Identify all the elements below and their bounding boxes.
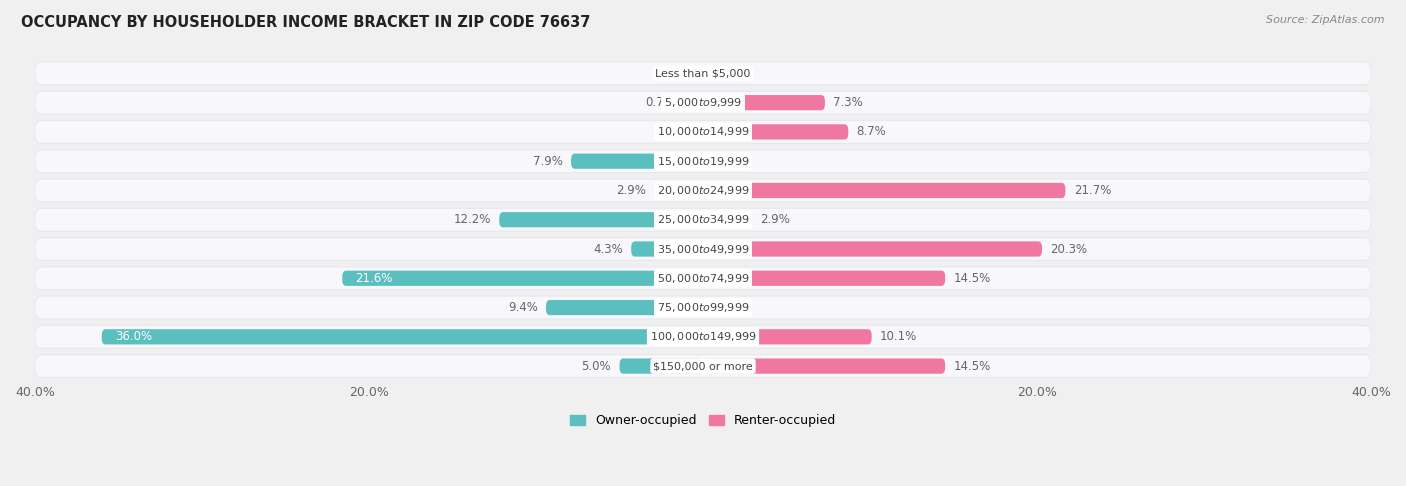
Text: 12.2%: 12.2% — [454, 213, 491, 226]
FancyBboxPatch shape — [35, 180, 1371, 201]
FancyBboxPatch shape — [35, 120, 1371, 144]
FancyBboxPatch shape — [499, 212, 703, 227]
FancyBboxPatch shape — [571, 154, 703, 169]
FancyBboxPatch shape — [35, 297, 1371, 318]
FancyBboxPatch shape — [546, 300, 703, 315]
Text: 14.5%: 14.5% — [953, 360, 991, 373]
Text: $10,000 to $14,999: $10,000 to $14,999 — [657, 125, 749, 139]
FancyBboxPatch shape — [703, 124, 848, 139]
Text: 0.0%: 0.0% — [711, 301, 741, 314]
Text: 0.0%: 0.0% — [665, 67, 695, 80]
FancyBboxPatch shape — [690, 95, 703, 110]
Text: Source: ZipAtlas.com: Source: ZipAtlas.com — [1267, 15, 1385, 25]
FancyBboxPatch shape — [655, 183, 703, 198]
FancyBboxPatch shape — [703, 183, 1066, 198]
FancyBboxPatch shape — [35, 326, 1371, 347]
FancyBboxPatch shape — [342, 271, 703, 286]
Text: 0.0%: 0.0% — [665, 125, 695, 139]
FancyBboxPatch shape — [35, 178, 1371, 203]
FancyBboxPatch shape — [35, 355, 1371, 377]
Text: 0.0%: 0.0% — [711, 67, 741, 80]
Text: $150,000 or more: $150,000 or more — [654, 361, 752, 371]
Text: $25,000 to $34,999: $25,000 to $34,999 — [657, 213, 749, 226]
FancyBboxPatch shape — [35, 209, 1371, 230]
FancyBboxPatch shape — [35, 61, 1371, 86]
Text: 5.0%: 5.0% — [582, 360, 612, 373]
FancyBboxPatch shape — [35, 92, 1371, 113]
FancyBboxPatch shape — [703, 95, 825, 110]
FancyBboxPatch shape — [703, 212, 751, 227]
Text: 0.0%: 0.0% — [711, 155, 741, 168]
Text: 10.1%: 10.1% — [880, 330, 917, 343]
Legend: Owner-occupied, Renter-occupied: Owner-occupied, Renter-occupied — [565, 409, 841, 433]
Text: $5,000 to $9,999: $5,000 to $9,999 — [664, 96, 742, 109]
Text: 9.4%: 9.4% — [508, 301, 537, 314]
FancyBboxPatch shape — [35, 266, 1371, 290]
FancyBboxPatch shape — [35, 208, 1371, 232]
Text: 36.0%: 36.0% — [115, 330, 152, 343]
FancyBboxPatch shape — [35, 91, 1371, 115]
FancyBboxPatch shape — [620, 359, 703, 374]
Text: 4.3%: 4.3% — [593, 243, 623, 256]
Text: Less than $5,000: Less than $5,000 — [655, 69, 751, 78]
Text: $75,000 to $99,999: $75,000 to $99,999 — [657, 301, 749, 314]
FancyBboxPatch shape — [35, 267, 1371, 289]
Text: 7.3%: 7.3% — [834, 96, 863, 109]
Text: 20.3%: 20.3% — [1050, 243, 1087, 256]
FancyBboxPatch shape — [35, 121, 1371, 143]
Text: 8.7%: 8.7% — [856, 125, 886, 139]
Text: $100,000 to $149,999: $100,000 to $149,999 — [650, 330, 756, 343]
FancyBboxPatch shape — [101, 329, 703, 345]
FancyBboxPatch shape — [35, 63, 1371, 84]
FancyBboxPatch shape — [35, 237, 1371, 261]
FancyBboxPatch shape — [703, 329, 872, 345]
Text: 2.9%: 2.9% — [759, 213, 790, 226]
FancyBboxPatch shape — [703, 359, 945, 374]
FancyBboxPatch shape — [35, 354, 1371, 378]
Text: $20,000 to $24,999: $20,000 to $24,999 — [657, 184, 749, 197]
FancyBboxPatch shape — [703, 271, 945, 286]
Text: OCCUPANCY BY HOUSEHOLDER INCOME BRACKET IN ZIP CODE 76637: OCCUPANCY BY HOUSEHOLDER INCOME BRACKET … — [21, 15, 591, 30]
Text: $15,000 to $19,999: $15,000 to $19,999 — [657, 155, 749, 168]
Text: $35,000 to $49,999: $35,000 to $49,999 — [657, 243, 749, 256]
FancyBboxPatch shape — [631, 242, 703, 257]
FancyBboxPatch shape — [35, 150, 1371, 172]
Text: 7.9%: 7.9% — [533, 155, 562, 168]
FancyBboxPatch shape — [35, 325, 1371, 349]
Text: 0.72%: 0.72% — [645, 96, 683, 109]
FancyBboxPatch shape — [35, 295, 1371, 320]
Text: 21.7%: 21.7% — [1074, 184, 1111, 197]
Text: $50,000 to $74,999: $50,000 to $74,999 — [657, 272, 749, 285]
Text: 14.5%: 14.5% — [953, 272, 991, 285]
FancyBboxPatch shape — [35, 238, 1371, 260]
Text: 21.6%: 21.6% — [356, 272, 394, 285]
FancyBboxPatch shape — [703, 242, 1042, 257]
FancyBboxPatch shape — [35, 149, 1371, 173]
Text: 2.9%: 2.9% — [616, 184, 647, 197]
